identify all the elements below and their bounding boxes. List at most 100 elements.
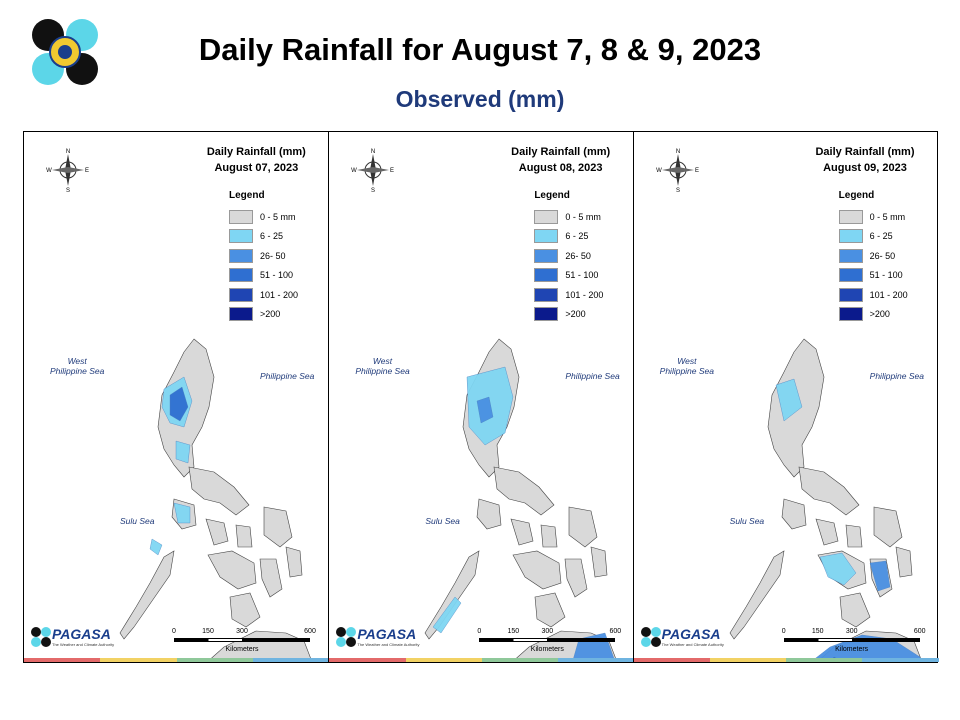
rainfall-zone bbox=[775, 378, 802, 422]
svg-text:S: S bbox=[676, 188, 680, 192]
island-landmass bbox=[205, 518, 229, 546]
sea-label-sulu: Sulu Sea bbox=[425, 516, 460, 526]
legend-swatch bbox=[229, 268, 253, 283]
legend-item: 51 - 100 bbox=[838, 266, 908, 286]
island-landmass bbox=[510, 518, 534, 546]
island-landmass bbox=[590, 546, 608, 578]
island-landmass bbox=[873, 506, 902, 548]
island-landmass bbox=[845, 524, 862, 548]
island-landmass bbox=[564, 558, 588, 598]
legend-swatch bbox=[534, 307, 559, 322]
map-date: August 08, 2023 bbox=[518, 162, 603, 174]
island-landmass bbox=[815, 518, 839, 546]
page-subtitle: Observed (mm) bbox=[395, 86, 565, 112]
legend-label: 26- 50 bbox=[869, 250, 896, 261]
island-landmass bbox=[569, 506, 598, 548]
island-landmass bbox=[477, 498, 502, 530]
svg-text:S: S bbox=[66, 188, 70, 192]
legend-label: 26- 50 bbox=[260, 250, 286, 261]
legend-item: 51 - 100 bbox=[229, 266, 298, 286]
svg-text:W: W bbox=[46, 168, 52, 174]
legend-title: Legend bbox=[534, 190, 570, 201]
rainfall-zone bbox=[173, 502, 191, 524]
legend-swatch bbox=[838, 209, 863, 224]
legend-item: >200 bbox=[838, 305, 908, 325]
island-landmass bbox=[235, 524, 253, 548]
island-landmass bbox=[895, 546, 912, 578]
scale-tick: 600 bbox=[609, 628, 622, 635]
map-title: Daily Rainfall (mm) bbox=[206, 146, 306, 158]
map-header: Daily Rainfall (mm) August 08, 2023 bbox=[501, 144, 621, 176]
svg-text:E: E bbox=[85, 168, 89, 174]
legend-label: 0 - 5 mm bbox=[869, 211, 906, 222]
map-panel-aug09: N S E W Daily Rainfall (mm) August 09, 2… bbox=[632, 132, 939, 662]
island-landmass bbox=[729, 550, 785, 640]
island-landmass bbox=[493, 466, 555, 516]
legend-item: 101 - 200 bbox=[534, 285, 603, 305]
map-legend: Legend 0 - 5 mm 6 - 25 26- 50 51 - 100 1… bbox=[229, 190, 298, 324]
pagasa-logo: PAGASA The Weather and Climate Authority bbox=[335, 622, 420, 652]
legend-item: 26- 50 bbox=[229, 246, 298, 266]
legend-swatch bbox=[838, 307, 863, 322]
svg-text:W: W bbox=[351, 168, 357, 174]
map-date: August 07, 2023 bbox=[214, 162, 299, 174]
scale-unit: Kilometers bbox=[225, 646, 259, 653]
legend-item: 0 - 5 mm bbox=[229, 207, 298, 227]
legend-swatch bbox=[534, 248, 559, 263]
legend-item: 6 - 25 bbox=[534, 227, 603, 247]
scale-tick: 0 bbox=[781, 628, 786, 635]
legend-label: 6 - 25 bbox=[869, 231, 893, 242]
compass-rose-icon: N S E W bbox=[46, 149, 89, 192]
scale-tick: 150 bbox=[202, 628, 214, 635]
legend-label: 0 - 5 mm bbox=[565, 211, 601, 222]
legend-swatch bbox=[838, 287, 863, 302]
rainfall-zone bbox=[433, 596, 462, 634]
legend-label: 6 - 25 bbox=[565, 231, 589, 242]
page-title: Daily Rainfall for August 7, 8 & 9, 2023 bbox=[198, 32, 762, 67]
svg-text:S: S bbox=[371, 188, 375, 192]
sea-label-east: Philippine Sea bbox=[565, 371, 620, 381]
legend-label: 6 - 25 bbox=[260, 231, 284, 242]
island-landmass bbox=[781, 498, 806, 530]
island-landmass bbox=[119, 550, 175, 640]
legend-item: 0 - 5 mm bbox=[534, 207, 603, 227]
island-landmass bbox=[188, 466, 250, 516]
scale-tick: 300 bbox=[845, 628, 858, 635]
pagasa-tagline: The Weather and Climate Authority bbox=[357, 642, 420, 647]
sea-label-sulu: Sulu Sea bbox=[729, 516, 765, 526]
pagasa-wordmark: PAGASA bbox=[661, 626, 721, 642]
map-panels: N S E W Daily Rainfall (mm) August 07, 2… bbox=[23, 131, 939, 663]
rainfall-zone bbox=[819, 552, 856, 586]
map-legend: Legend 0 - 5 mm 6 - 25 26- 50 51 - 100 1… bbox=[534, 190, 603, 324]
color-stripe bbox=[24, 658, 329, 662]
legend-item: 26- 50 bbox=[838, 246, 908, 266]
scale-tick: 300 bbox=[541, 628, 554, 635]
legend-swatch bbox=[534, 287, 559, 302]
compass-rose-icon: N S E W bbox=[656, 149, 699, 192]
legend-swatch bbox=[534, 268, 559, 283]
pagasa-logo: PAGASA The Weather and Climate Authority bbox=[30, 622, 114, 652]
legend-title: Legend bbox=[838, 190, 875, 201]
scale-tick: 300 bbox=[236, 628, 248, 635]
color-stripe bbox=[329, 658, 635, 662]
legend-label: >200 bbox=[869, 309, 890, 320]
legend-swatch bbox=[229, 248, 253, 263]
svg-text:W: W bbox=[656, 168, 662, 174]
scale-tick: 150 bbox=[507, 628, 520, 635]
island-landmass bbox=[263, 506, 293, 548]
legend-swatch bbox=[229, 229, 253, 244]
legend-label: >200 bbox=[565, 309, 586, 320]
island-landmass bbox=[207, 550, 257, 590]
island-landmass bbox=[535, 592, 566, 628]
legend-title: Legend bbox=[229, 190, 265, 201]
legend-swatch bbox=[534, 209, 559, 224]
legend-label: 51 - 100 bbox=[260, 270, 294, 281]
legend-item: 6 - 25 bbox=[838, 227, 908, 247]
legend-item: 101 - 200 bbox=[229, 285, 298, 305]
philippines-map bbox=[119, 338, 313, 662]
island-landmass bbox=[259, 558, 283, 598]
scale-bar: 0 150 300 600 Kilometers bbox=[172, 628, 316, 658]
legend-swatch bbox=[229, 287, 253, 302]
island-landmass bbox=[798, 466, 860, 516]
map-title: Daily Rainfall (mm) bbox=[815, 146, 915, 158]
